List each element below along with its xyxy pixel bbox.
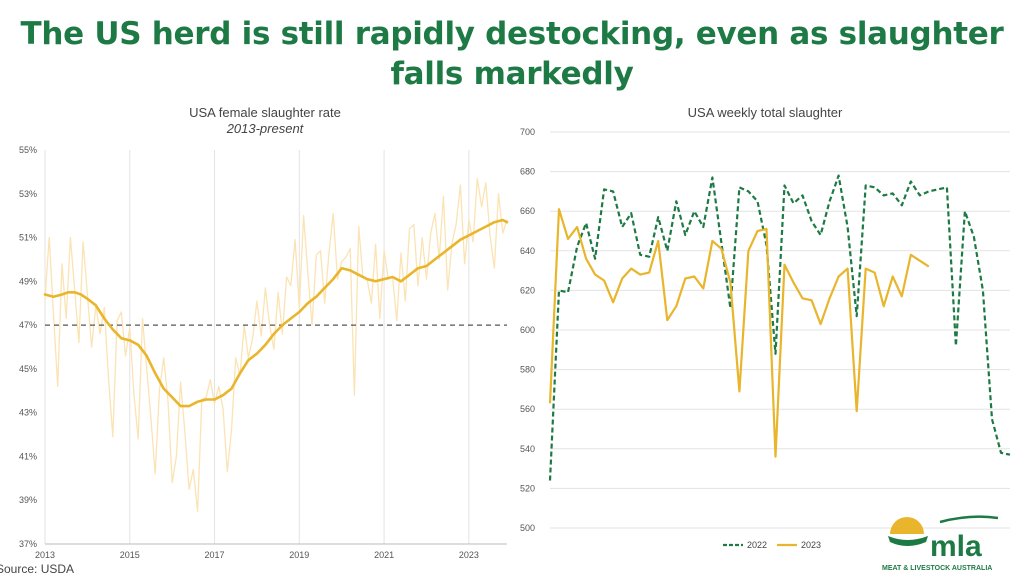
y-tick-label: 680 — [520, 167, 535, 177]
series-2023-line — [548, 208, 930, 458]
y-tick-label: 660 — [520, 206, 535, 216]
y-tick-label: 51% — [19, 233, 37, 243]
source-note: Source: USDA — [0, 562, 75, 576]
x-tick-label: 2023 — [459, 550, 479, 560]
series-2022-line — [548, 174, 1011, 481]
smoothed-series-line — [43, 218, 509, 408]
y-tick-label: 560 — [520, 404, 535, 414]
y-tick-label: 620 — [520, 285, 535, 295]
y-tick-label: 37% — [19, 539, 37, 549]
legend-label-2023: 2023 — [801, 540, 821, 550]
left-chart-title: USA female slaughter rate — [189, 105, 341, 120]
left-chart-title-block: USA female slaughter rate 2013-present — [110, 105, 420, 137]
right-chart-title: USA weekly total slaughter — [687, 105, 843, 120]
mla-logo: mla MEAT & LIVESTOCK AUSTRALIA — [882, 515, 999, 572]
left-chart-subtitle: 2013-present — [226, 121, 304, 136]
x-tick-label: 2013 — [35, 550, 55, 560]
headline: The US herd is still rapidly destocking,… — [20, 16, 1004, 92]
y-tick-label: 49% — [19, 276, 37, 286]
y-tick-label: 580 — [520, 365, 535, 375]
y-tick-label: 540 — [520, 444, 535, 454]
y-tick-label: 600 — [520, 325, 535, 335]
x-tick-label: 2017 — [205, 550, 225, 560]
svg-text:MEAT & LIVESTOCK AUSTRALIA: MEAT & LIVESTOCK AUSTRALIA — [882, 565, 992, 572]
female-slaughter-rate-chart: 2013 2015 2017 2019 2021 2023 37% 39% 41% 43% 45% 4… — [19, 145, 509, 560]
svg-text:mla: mla — [930, 530, 982, 563]
y-tick-label: 45% — [19, 364, 37, 374]
x-tick-label: 2021 — [374, 550, 394, 560]
y-tick-label: 700 — [520, 127, 535, 137]
y-tick-label: 520 — [520, 483, 535, 493]
legend-label-2022: 2022 — [747, 540, 767, 550]
x-tick-label: 2015 — [120, 550, 140, 560]
x-tick-label: 2019 — [289, 550, 309, 560]
y-tick-label: 41% — [19, 451, 37, 461]
weekly-series-line — [44, 177, 508, 512]
y-tick-label: 53% — [19, 189, 37, 199]
y-tick-label: 39% — [19, 495, 37, 505]
y-tick-label: 43% — [19, 408, 37, 418]
y-tick-label: 500 — [520, 523, 535, 533]
y-tick-label: 55% — [19, 145, 37, 155]
y-tick-label: 640 — [520, 246, 535, 256]
legend: 2022 2023 — [723, 540, 821, 550]
y-tick-label: 47% — [19, 320, 37, 330]
